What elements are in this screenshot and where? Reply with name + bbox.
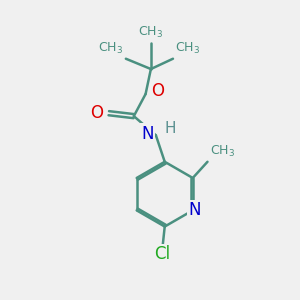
Text: O: O	[91, 104, 103, 122]
Text: CH$_3$: CH$_3$	[210, 144, 235, 159]
Text: O: O	[152, 82, 164, 100]
Text: CH$_3$: CH$_3$	[175, 41, 200, 56]
Text: N: N	[188, 201, 200, 219]
Text: Cl: Cl	[154, 245, 170, 263]
Text: CH$_3$: CH$_3$	[138, 25, 164, 40]
Text: CH$_3$: CH$_3$	[98, 41, 124, 56]
Text: N: N	[141, 125, 154, 143]
Text: H: H	[164, 121, 176, 136]
